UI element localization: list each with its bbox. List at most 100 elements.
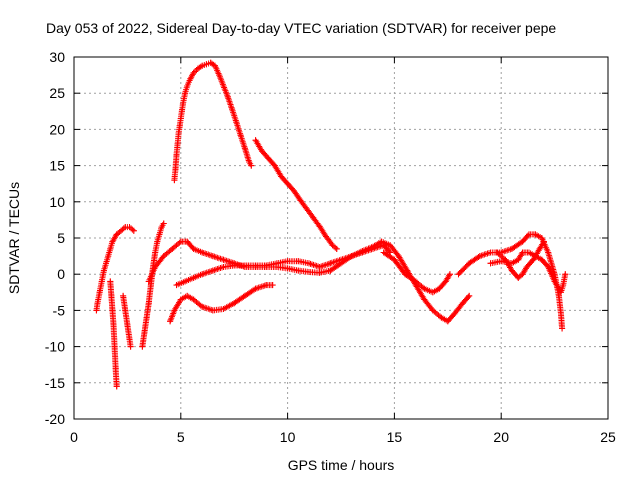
data-point: [113, 383, 120, 390]
data-point: [199, 62, 206, 69]
data-point: [141, 329, 148, 336]
data-point: [154, 238, 161, 245]
data-point: [220, 256, 227, 263]
data-point: [139, 343, 146, 350]
data-point: [145, 300, 152, 307]
data-point: [184, 82, 191, 89]
data-point: [508, 260, 515, 267]
data-point: [160, 253, 167, 260]
data-point: [241, 145, 248, 152]
data-point: [493, 249, 500, 256]
series-arc-low-start: [139, 220, 167, 350]
data-point: [194, 65, 201, 72]
data-point: [303, 206, 310, 213]
data-point: [551, 278, 558, 285]
data-point: [113, 231, 120, 238]
y-tick-label: 15: [49, 158, 65, 174]
data-point: [316, 223, 323, 230]
data-point: [182, 90, 189, 97]
data-point: [265, 155, 272, 162]
data-point: [127, 343, 134, 350]
data-point: [532, 231, 539, 238]
y-tick-label: 20: [49, 121, 65, 137]
data-point: [246, 158, 253, 165]
data-point: [263, 262, 270, 269]
data-point: [107, 245, 114, 252]
data-point: [412, 278, 419, 285]
data-point: [562, 271, 569, 278]
data-point: [545, 249, 552, 256]
data-point: [160, 220, 167, 227]
series-arc-descending: [252, 137, 340, 252]
data-point: [476, 253, 483, 260]
data-point: [421, 296, 428, 303]
data-point: [145, 278, 152, 285]
series-arc-early-rise: [93, 224, 137, 314]
data-point: [207, 59, 214, 66]
data-point: [429, 307, 436, 314]
data-point: [530, 256, 537, 263]
series-arc-flat-mid: [173, 242, 394, 289]
data-point: [295, 267, 302, 274]
grid-lines: [74, 57, 608, 419]
x-tick-label: 15: [387, 429, 403, 445]
y-tick-label: 25: [49, 85, 65, 101]
data-point: [436, 285, 443, 292]
data-point: [421, 285, 428, 292]
data-point: [258, 148, 265, 155]
data-point: [171, 307, 178, 314]
data-point: [459, 300, 466, 307]
data-point: [502, 256, 509, 263]
data-point: [177, 296, 184, 303]
data-point: [109, 238, 116, 245]
y-tick-label: -20: [45, 411, 65, 427]
data-point: [252, 137, 259, 144]
marker-trail: [327, 238, 473, 325]
y-tick-label: -5: [53, 302, 66, 318]
data-point: [177, 238, 184, 245]
data-point: [156, 231, 163, 238]
data-point: [190, 296, 197, 303]
data-point: [316, 269, 323, 276]
series-arc-early-dip: [107, 278, 120, 390]
data-point: [271, 162, 278, 169]
data-point: [540, 238, 547, 245]
marker-trail: [93, 224, 137, 314]
y-tick-label: 30: [49, 49, 65, 65]
data-point: [327, 267, 334, 274]
data-point: [98, 278, 105, 285]
data-point: [209, 253, 216, 260]
data-point: [291, 187, 298, 194]
data-point: [359, 248, 366, 255]
data-series: [93, 59, 569, 390]
data-point: [93, 307, 100, 314]
x-tick-label: 20: [493, 429, 509, 445]
data-point: [310, 214, 317, 221]
series-arc-evening-wave: [455, 231, 566, 332]
data-point: [199, 249, 206, 256]
data-point: [438, 314, 445, 321]
data-point: [323, 233, 330, 240]
marker-trail: [171, 59, 255, 184]
data-point: [487, 260, 494, 267]
data-point: [158, 224, 165, 231]
data-point: [252, 285, 259, 292]
data-point: [105, 253, 112, 260]
data-point: [220, 82, 227, 89]
data-point: [402, 271, 409, 278]
data-point: [203, 61, 210, 68]
data-point: [108, 292, 115, 299]
data-point: [174, 140, 181, 147]
data-point: [172, 166, 179, 173]
data-point: [252, 262, 259, 269]
data-point: [508, 245, 515, 252]
data-point: [316, 263, 323, 270]
data-point: [348, 253, 355, 260]
data-point: [126, 224, 133, 231]
data-point: [333, 245, 340, 252]
data-point: [404, 267, 411, 274]
data-point: [429, 289, 436, 296]
data-point: [391, 256, 398, 263]
data-point: [231, 262, 238, 269]
data-point: [190, 69, 197, 76]
